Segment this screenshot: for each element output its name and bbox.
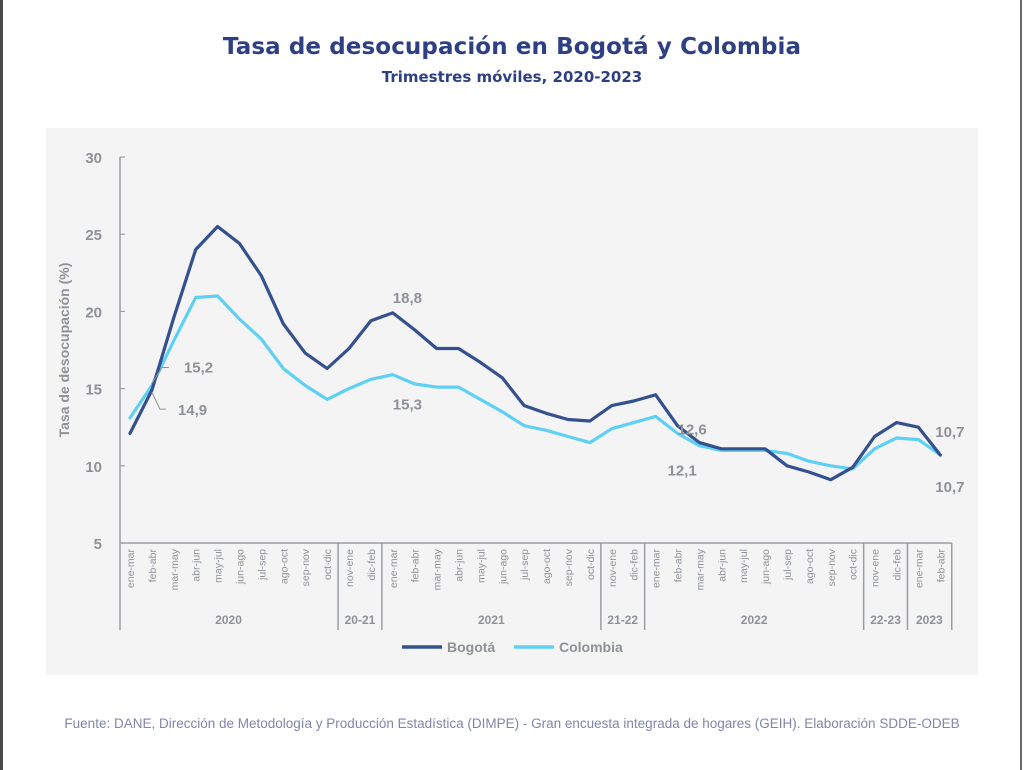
x-tick-label: dic-feb	[629, 549, 641, 581]
axes: 5 10 15 20 25 30 ene-mar feb-abr mar-may abr-jun m…	[85, 150, 953, 630]
x-tick-label: sep-nov	[300, 548, 312, 586]
leader-line	[151, 367, 169, 384]
y-tick-label: 30	[85, 150, 102, 167]
group-label: 20-21	[345, 613, 376, 627]
series-lines	[128, 224, 942, 482]
legend-label: Bogotá	[447, 639, 495, 655]
x-tick-label: jul-sep	[782, 549, 794, 581]
x-tick-label: may-jul	[738, 549, 750, 583]
x-tick-label: ago-oct	[804, 549, 816, 584]
source-footnote: Fuente: DANE, Dirección de Metodología y…	[64, 716, 960, 731]
x-tick-label: may-jul	[213, 549, 225, 583]
leader-line	[151, 391, 166, 410]
x-tick-label: jun-ago	[760, 549, 772, 585]
x-tick-label: abr-jun	[191, 549, 203, 582]
y-tick-label: 15	[85, 382, 102, 399]
x-tick-label: sep-nov	[826, 548, 838, 586]
x-tick-label: oct-dic	[585, 549, 597, 580]
x-tick-label: feb-abr	[410, 549, 422, 583]
data-label: 14,9	[178, 402, 207, 419]
data-label: 18,8	[393, 290, 422, 307]
group-label: 2022	[741, 613, 768, 627]
x-tick-label: nov-ene	[607, 549, 619, 587]
data-label: 10,7	[935, 479, 964, 496]
group-label: 22-23	[870, 613, 901, 627]
group-label: 2020	[215, 613, 242, 627]
legend: Bogotá Colombia	[402, 639, 623, 655]
frame-right-border	[1020, 0, 1022, 770]
data-label: 15,3	[393, 397, 422, 414]
series-line-colombia	[128, 294, 942, 471]
data-labels: 15,2 14,9 18,8 15,3 12,6 12,1 10,7 10,7	[151, 290, 965, 496]
group-label: 2021	[478, 613, 505, 627]
x-tick-label: ene-mar	[388, 549, 400, 589]
x-tick-label: sep-nov	[563, 548, 575, 586]
x-tick-label: nov-ene	[870, 549, 882, 587]
x-tick-label: oct-dic	[322, 549, 334, 580]
group-label: 2023	[916, 613, 943, 627]
x-tick-label: may-jul	[475, 549, 487, 583]
chart-panel	[46, 128, 978, 675]
y-tick-label: 5	[94, 536, 102, 553]
data-label: 12,6	[678, 422, 707, 439]
data-label: 12,1	[668, 462, 697, 479]
x-tick-label: jul-sep	[519, 549, 531, 581]
x-tick-label: ene-mar	[125, 549, 137, 589]
x-tick-label: dic-feb	[892, 549, 904, 581]
x-tick-label: ago-oct	[278, 549, 290, 584]
y-tick-label: 25	[85, 227, 102, 244]
x-tick-label: jun-ago	[497, 549, 509, 585]
x-tick-label: feb-abr	[935, 549, 947, 583]
y-tick-label: 20	[85, 304, 102, 321]
frame-left-border	[0, 0, 3, 770]
x-tick-label: feb-abr	[147, 549, 159, 583]
x-tick-label: oct-dic	[848, 549, 860, 580]
chart-subtitle: Trimestres móviles, 2020-2023	[381, 68, 643, 86]
group-label: 21-22	[607, 613, 638, 627]
x-tick-label: jun-ago	[235, 549, 247, 585]
y-axis-label: Tasa de desocupación (%)	[56, 263, 72, 438]
series-line-bogot	[128, 224, 942, 482]
data-label: 15,2	[184, 360, 213, 377]
x-tick-label: feb-abr	[673, 549, 685, 583]
x-tick-label: ago-oct	[541, 549, 553, 584]
x-tick-label: mar-may	[432, 548, 444, 590]
x-tick-label: mar-may	[169, 548, 181, 590]
y-tick-label: 10	[85, 459, 102, 476]
x-tick-label: ene-mar	[651, 549, 663, 589]
x-tick-label: ene-mar	[913, 549, 925, 589]
x-tick-label: nov-ene	[344, 549, 356, 587]
x-tick-label: abr-jun	[454, 549, 466, 582]
x-tick-label: jul-sep	[256, 549, 268, 581]
x-tick-label: mar-may	[694, 548, 706, 590]
x-tick-label: abr-jun	[716, 549, 728, 582]
legend-label: Colombia	[559, 639, 623, 655]
chart-title: Tasa de desocupación en Bogotá y Colombi…	[222, 34, 802, 60]
x-tick-label: dic-feb	[366, 549, 378, 581]
data-label: 10,7	[935, 424, 964, 441]
